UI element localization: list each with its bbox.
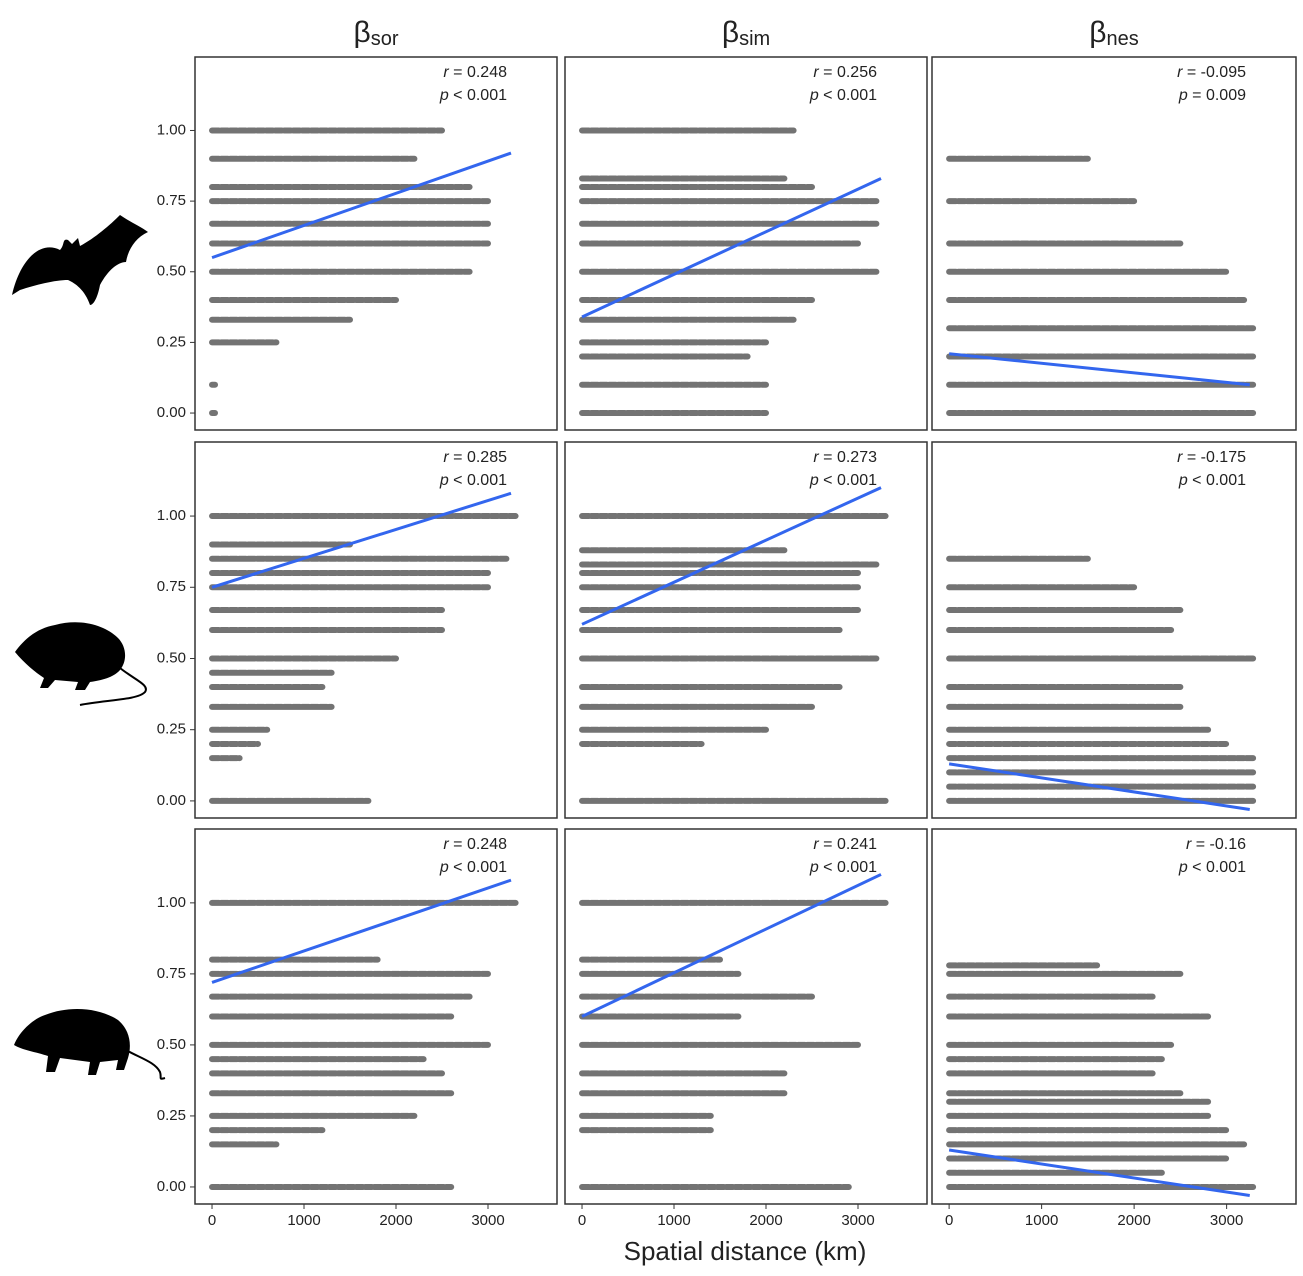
plot-area (946, 555, 1258, 811)
panel: r = 0.241 p < 0.001 0 1000 2000 3000 (564, 828, 928, 1229)
x-tick-label: 0 (208, 1212, 216, 1229)
y-tick-label: 0.00 (157, 1178, 186, 1195)
fit-line (948, 1148, 1250, 1197)
x-tick-label: 1000 (657, 1212, 690, 1229)
stat-p: p < 0.001 (439, 472, 507, 489)
stat-r: r = 0.248 (443, 836, 507, 853)
panel-border (194, 56, 558, 431)
panel-border (931, 828, 1297, 1205)
stat-r: r = -0.16 (1186, 836, 1246, 853)
x-tick-label: 0 (945, 1212, 953, 1229)
y-tick-label: 0.25 (157, 333, 186, 350)
column-title: βsim (722, 16, 770, 50)
panel: r = 0.248 p < 0.001 0.00 0.25 0.50 0.75 1.00 (157, 56, 558, 431)
panel: r = 0.256 p < 0.001 (564, 56, 928, 431)
x-tick-label: 3000 (841, 1212, 874, 1229)
column-title: βnes (1089, 16, 1139, 50)
y-tick-label: 1.00 (157, 121, 186, 138)
bat-icon (12, 215, 148, 305)
stat-p: p < 0.001 (439, 859, 507, 876)
panel: r = 0.248 p < 0.001 0.00 0.25 0.50 0.75 1.00 0 1… (157, 828, 558, 1229)
panel-border (564, 56, 928, 431)
fit-line (211, 491, 512, 589)
title-symbol: β (1089, 16, 1106, 49)
panel-border (931, 441, 1297, 819)
y-tick-label: 0.00 (157, 404, 186, 421)
y-tick-label: 1.00 (157, 894, 186, 911)
stat-r: r = -0.175 (1177, 449, 1246, 466)
stat-p: p < 0.001 (1178, 472, 1246, 489)
panel: r = 0.285 p < 0.001 0.00 0.25 0.50 0.75 1.00 (157, 441, 558, 819)
y-tick-label: 0.75 (157, 965, 186, 982)
stat-p: p < 0.001 (1178, 859, 1246, 876)
y-tick-label: 1.00 (157, 507, 186, 524)
panel: r = 0.273 p < 0.001 (564, 441, 928, 819)
stat-p: p = 0.009 (1178, 87, 1246, 104)
x-tick-label: 2000 (1117, 1212, 1150, 1229)
title-symbol: β (353, 16, 370, 49)
stat-r: r = -0.095 (1177, 64, 1246, 81)
title-symbol: β (722, 16, 739, 49)
fit-line (581, 177, 882, 319)
plot-area (946, 155, 1258, 417)
stat-r: r = 0.248 (443, 64, 507, 81)
y-tick-label: 0.25 (157, 1107, 186, 1124)
panel-border (564, 828, 928, 1205)
plot-area (579, 127, 882, 417)
y-tick-label: 0.50 (157, 263, 186, 280)
y-tick-label: 0.50 (157, 649, 186, 666)
panel-border (194, 441, 558, 819)
plot-area (209, 127, 512, 417)
stat-r: r = 0.273 (813, 449, 877, 466)
panel: r = -0.095 p = 0.009 (931, 56, 1297, 431)
stat-p: p < 0.001 (809, 472, 877, 489)
fit-line (211, 151, 512, 260)
panel: r = -0.16 p < 0.001 0 1000 2000 3000 (931, 828, 1297, 1229)
stat-r: r = 0.285 (443, 449, 507, 466)
x-tick-label: 3000 (471, 1212, 504, 1229)
x-tick-label: 0 (578, 1212, 586, 1229)
y-tick-label: 0.50 (157, 1036, 186, 1053)
x-axis-label: Spatial distance (km) (624, 1236, 867, 1266)
x-tick-label: 1000 (1025, 1212, 1058, 1229)
panel-border (564, 441, 928, 819)
fit-line (211, 878, 512, 984)
column-title: βsor (353, 16, 398, 50)
stat-r: r = 0.256 (813, 64, 877, 81)
title-subscript: sor (371, 28, 399, 50)
y-tick-label: 0.75 (157, 578, 186, 595)
opossum-icon (14, 1008, 166, 1080)
fit-line (581, 486, 882, 626)
title-subscript: nes (1107, 28, 1139, 50)
y-tick-label: 0.00 (157, 792, 186, 809)
stat-r: r = 0.241 (813, 836, 877, 853)
plot-area (209, 491, 519, 804)
fit-line (581, 873, 882, 1018)
x-tick-label: 1000 (287, 1212, 320, 1229)
plot-area (946, 962, 1258, 1197)
x-tick-label: 3000 (1210, 1212, 1243, 1229)
rat-icon (15, 622, 147, 706)
stat-p: p < 0.001 (439, 87, 507, 104)
y-tick-label: 0.25 (157, 721, 186, 738)
plot-area (579, 873, 889, 1190)
panel-border (931, 56, 1297, 431)
panel-border (194, 828, 558, 1205)
fit-line (948, 352, 1250, 387)
panel: r = -0.175 p < 0.001 (931, 441, 1297, 819)
plot-area (579, 486, 889, 804)
fit-line (948, 762, 1250, 811)
stat-p: p < 0.001 (809, 87, 877, 104)
stat-p: p < 0.001 (809, 859, 877, 876)
x-tick-label: 2000 (379, 1212, 412, 1229)
x-tick-label: 2000 (749, 1212, 782, 1229)
y-tick-label: 0.75 (157, 192, 186, 209)
title-subscript: sim (739, 28, 770, 50)
plot-area (209, 878, 519, 1190)
